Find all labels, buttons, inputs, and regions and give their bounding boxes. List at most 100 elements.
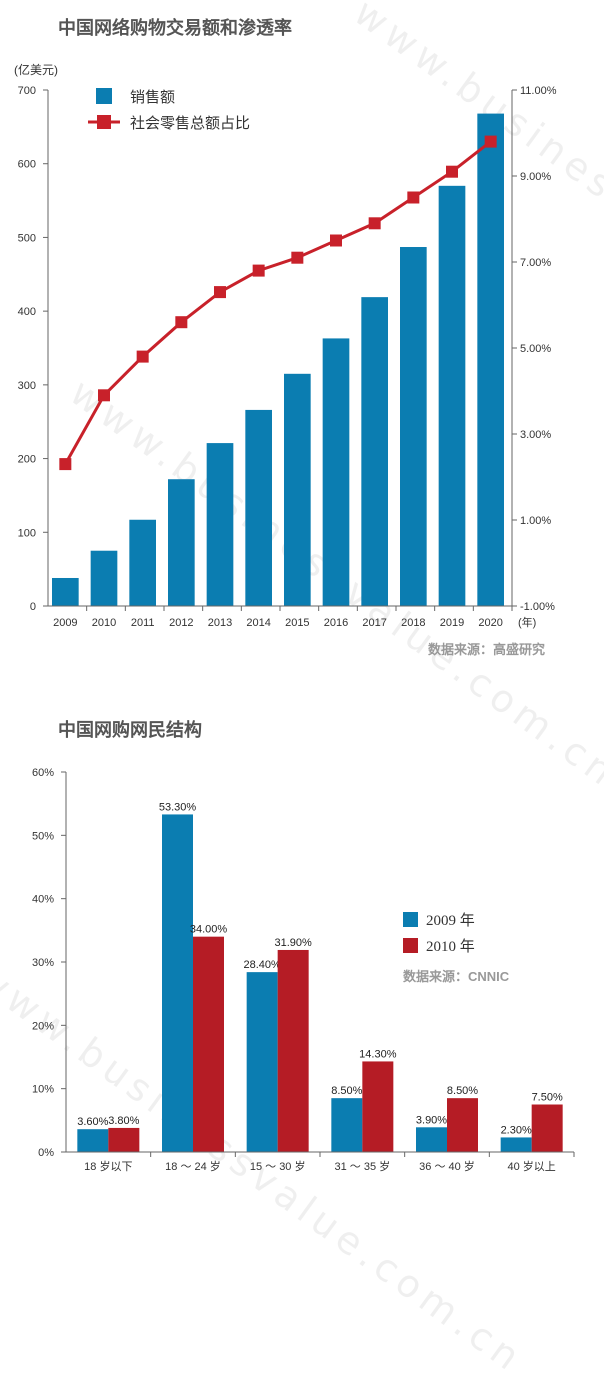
chart1-source: 数据来源：高盛研究 — [428, 642, 545, 657]
chart1-share-point — [407, 191, 420, 204]
chart2-legend-2009-swatch — [403, 912, 418, 927]
chart1-share-point — [484, 135, 497, 148]
chart1-x-tick-label: 2017 — [362, 617, 386, 629]
chart-online-shopper-structure: 中国网购网民结构 60% 50% 40% 30% 20% 10% 0% 3.60% 3.80% 18… — [32, 719, 575, 1173]
chart2-bar-2010 — [362, 1061, 394, 1152]
chart2-bar-2010 — [531, 1104, 563, 1152]
chart1-share-line — [64, 140, 492, 465]
chart1-left-tick-label: 700 — [18, 85, 36, 97]
chart2-bar-value-label: 3.60% — [77, 1116, 108, 1128]
chart1-sales-bar — [284, 373, 311, 606]
chart1-right-tick-label: 9.00% — [520, 171, 551, 183]
chart1-sales-bar — [438, 185, 466, 607]
chart2-bar-2009 — [246, 972, 278, 1152]
chart2-x-tick-label: 36 ～ 40 岁 — [419, 1159, 475, 1173]
chart2-bar-value-label: 7.50% — [532, 1092, 563, 1104]
chart1-left-tick-label: 100 — [18, 527, 36, 539]
chart2-source: 数据来源：CNNIC — [403, 969, 510, 984]
chart2-x-tick-label: 31 ～ 35 岁 — [335, 1159, 391, 1173]
chart1-share-point — [59, 458, 72, 471]
chart1-share-point — [98, 389, 110, 402]
chart1-sales-bar — [206, 443, 234, 606]
chart2-y-tick-label: 10% — [32, 1084, 54, 1096]
chart2-bar-value-label: 2.30% — [501, 1124, 532, 1136]
chart1-x-tick-label: 2019 — [440, 617, 464, 629]
chart1-left-tick-label: 0 — [30, 601, 36, 613]
chart2-bar-value-label: 8.50% — [447, 1085, 478, 1097]
chart1-sales-bar — [52, 577, 79, 606]
chart2-bar-value-label: 14.30% — [359, 1048, 397, 1060]
chart1-share-point — [252, 264, 265, 277]
chart2-bar-2010 — [277, 949, 309, 1152]
chart1-share-point — [175, 316, 188, 329]
chart1-share-point — [214, 286, 226, 299]
chart2-bar-2009 — [416, 1127, 447, 1152]
chart1-legend-sales-swatch — [96, 88, 112, 104]
chart2-x-tick-label: 40 岁以上 — [508, 1159, 556, 1173]
chart1-share-point — [330, 234, 342, 247]
chart1-sales-bar — [245, 409, 272, 606]
chart1-right-tick-label: 1.00% — [520, 515, 551, 527]
chart1-right-tick-label: -1.00% — [520, 601, 555, 613]
chart1-left-tick-label: 200 — [18, 454, 36, 466]
chart2-legend-2010-swatch — [403, 938, 418, 953]
chart2-bar-value-label: 3.80% — [108, 1115, 139, 1127]
chart2-y-tick-label: 60% — [32, 767, 54, 779]
chart2-bar-2009 — [77, 1129, 109, 1152]
chart1-x-tick-label: 2011 — [131, 617, 155, 629]
chart2-bar-2010 — [193, 936, 224, 1152]
chart1-share-point — [368, 217, 381, 230]
chart2-bar-2009 — [500, 1137, 532, 1152]
chart1-left-tick-label: 600 — [18, 159, 36, 171]
chart1-x-tick-label: 2013 — [208, 617, 232, 629]
chart2-bar-value-label: 53.30% — [159, 801, 197, 813]
chart2-legend-2010-label: 2010 年 — [426, 938, 475, 955]
chart1-sales-bar — [400, 247, 427, 607]
chart2-legend-2009-label: 2009 年 — [426, 912, 475, 929]
chart2-bar-2009 — [162, 814, 193, 1152]
chart1-legend-share-marker — [97, 115, 111, 129]
chart1-left-tick-label: 300 — [18, 380, 36, 392]
chart1-right-tick-label: 5.00% — [520, 343, 551, 355]
chart1-x-tick-label: 2020 — [478, 617, 502, 629]
chart1-right-tick-label: 7.00% — [520, 257, 551, 269]
chart2-y-tick-label: 50% — [32, 830, 54, 842]
chart2-bar-value-label: 28.40% — [244, 959, 282, 971]
chart1-x-tick-label: 2012 — [169, 617, 193, 629]
chart2-bar-2010 — [108, 1127, 140, 1152]
chart1-x-tick-label: 2009 — [53, 617, 77, 629]
chart2-x-tick-label: 18 ～ 24 岁 — [165, 1159, 221, 1173]
chart2-y-tick-label: 20% — [32, 1020, 54, 1032]
chart2-x-tick-label: 15 ～ 30 岁 — [250, 1159, 306, 1173]
chart1-right-tick-label: 11.00% — [520, 85, 557, 97]
chart1-x-tick-label: 2015 — [285, 617, 309, 629]
chart2-bar-2009 — [331, 1098, 363, 1152]
chart1-x-axis-unit: (年) — [518, 615, 536, 629]
chart1-sales-bar — [168, 479, 195, 606]
chart2-y-tick-label: 30% — [32, 957, 54, 969]
chart1-legend-sales-label: 销售额 — [130, 89, 175, 106]
chart1-left-tick-label: 400 — [18, 306, 36, 318]
chart1-share-point — [136, 350, 149, 363]
chart1-sales-bar — [322, 338, 350, 606]
chart1-sales-bar — [361, 297, 388, 606]
chart1-sales-bar — [129, 519, 156, 606]
chart1-left-tick-label: 500 — [18, 232, 36, 244]
chart2-bar-value-label: 8.50% — [331, 1085, 362, 1097]
chart2-y-tick-label: 40% — [32, 894, 54, 906]
chart2-bar-2010 — [447, 1098, 478, 1152]
chart1-share-point — [291, 251, 304, 264]
chart1-left-axis-unit: (亿美元) — [14, 62, 58, 77]
chart1-x-tick-label: 2010 — [92, 617, 116, 629]
chart2-bar-value-label: 34.00% — [190, 924, 228, 936]
chart1-share-point — [446, 165, 458, 178]
chart2-x-tick-label: 18 岁以下 — [84, 1159, 132, 1173]
chart2-bar-value-label: 31.90% — [275, 937, 313, 949]
chart1-sales-bar — [90, 550, 118, 606]
chart1-x-tick-label: 2014 — [246, 617, 270, 629]
chart1-x-tick-label: 2018 — [401, 617, 425, 629]
chart-sales-and-penetration: 中国网络购物交易额和渗透率 (亿美元) 700 600 500 400 300 200 100 0… — [14, 17, 557, 657]
chart1-legend-share-label: 社会零售总额占比 — [130, 115, 250, 132]
chart1-title: 中国网络购物交易额和渗透率 — [58, 17, 292, 38]
